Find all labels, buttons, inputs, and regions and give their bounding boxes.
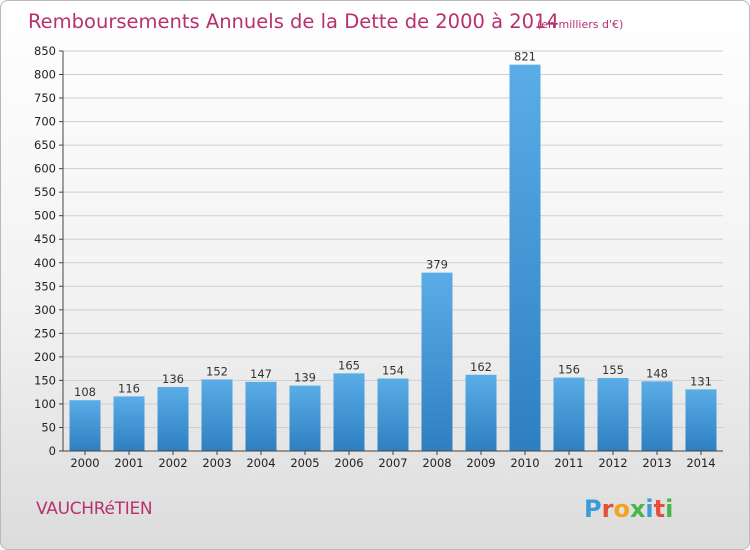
y-tick-label: 700 — [34, 115, 56, 129]
x-tick-label: 2002 — [158, 456, 187, 470]
x-tick-label: 2001 — [114, 456, 143, 470]
x-tick-label: 2009 — [466, 456, 495, 470]
y-tick-label: 250 — [34, 326, 56, 340]
bar — [333, 373, 365, 451]
y-tick-label: 850 — [34, 44, 56, 58]
logo-letter: P — [584, 495, 602, 523]
x-tick-label: 2013 — [642, 456, 671, 470]
y-tick-label: 300 — [34, 303, 56, 317]
x-tick-label: 2010 — [510, 456, 539, 470]
x-tick-label: 2000 — [70, 456, 99, 470]
y-tick-label: 0 — [49, 444, 56, 458]
data-label: 162 — [470, 360, 492, 374]
logo-letter: i — [665, 495, 673, 523]
logo-letter: r — [602, 495, 614, 523]
y-tick-label: 50 — [41, 420, 56, 434]
y-tick-label: 100 — [34, 397, 56, 411]
data-label: 156 — [558, 363, 580, 377]
y-tick-label: 750 — [34, 91, 56, 105]
bar — [509, 64, 541, 451]
bar — [641, 381, 673, 451]
bar — [289, 385, 321, 451]
y-tick-label: 500 — [34, 209, 56, 223]
bar — [377, 378, 409, 451]
logo-letter: i — [645, 495, 653, 523]
bar — [685, 389, 717, 451]
bar — [245, 381, 277, 451]
proxiti-logo: Proxiti — [584, 495, 673, 523]
data-label: 165 — [338, 358, 360, 372]
bar — [597, 378, 629, 451]
commune-name: VAUCHRéTIEN — [36, 499, 152, 519]
data-label: 821 — [514, 50, 536, 64]
logo-letter: o — [613, 495, 630, 523]
axes: 0 50 100 150 200 250 300 350 400 450 500 550 600 650 7… — [34, 44, 723, 470]
logo-letter: x — [630, 495, 646, 523]
bar — [69, 400, 101, 451]
y-tick-label: 400 — [34, 256, 56, 270]
bar — [157, 387, 189, 451]
bar — [553, 377, 585, 451]
chart-unit: (en milliers d'€) — [537, 18, 623, 31]
x-tick-label: 2012 — [598, 456, 627, 470]
data-label: 155 — [602, 363, 624, 377]
x-tick-label: 2008 — [422, 456, 451, 470]
y-tick-label: 200 — [34, 350, 56, 364]
data-label: 139 — [294, 371, 316, 385]
y-tick-label: 150 — [34, 373, 56, 387]
x-tick-label: 2003 — [202, 456, 231, 470]
bar — [421, 272, 453, 451]
bar — [201, 379, 233, 451]
y-tick-label: 550 — [34, 185, 56, 199]
data-label: 116 — [118, 381, 140, 395]
bar — [465, 374, 497, 451]
data-label: 108 — [74, 385, 96, 399]
x-tick-label: 2011 — [554, 456, 583, 470]
data-label: 154 — [382, 364, 404, 378]
bar — [113, 396, 145, 451]
bars: 108 116 136 152 147 139 165 154 379 162 821 156 155 1… — [69, 50, 717, 451]
y-tick-label: 650 — [34, 138, 56, 152]
data-label: 131 — [690, 374, 712, 388]
y-tick-label: 600 — [34, 162, 56, 176]
data-label: 148 — [646, 366, 668, 380]
x-tick-label: 2007 — [378, 456, 407, 470]
x-tick-label: 2006 — [334, 456, 363, 470]
data-label: 136 — [162, 372, 184, 386]
grid-lines — [63, 50, 723, 428]
y-tick-label: 800 — [34, 68, 56, 82]
chart-title: Remboursements Annuels de la Dette de 20… — [28, 10, 559, 33]
data-label: 147 — [250, 367, 272, 381]
x-tick-label: 2014 — [686, 456, 715, 470]
y-tick-label: 450 — [34, 232, 56, 246]
data-label: 152 — [206, 364, 228, 378]
x-tick-label: 2004 — [246, 456, 275, 470]
data-label: 379 — [426, 258, 448, 272]
y-tick-label: 350 — [34, 279, 56, 293]
x-tick-label: 2005 — [290, 456, 319, 470]
logo-letter: t — [654, 495, 665, 523]
